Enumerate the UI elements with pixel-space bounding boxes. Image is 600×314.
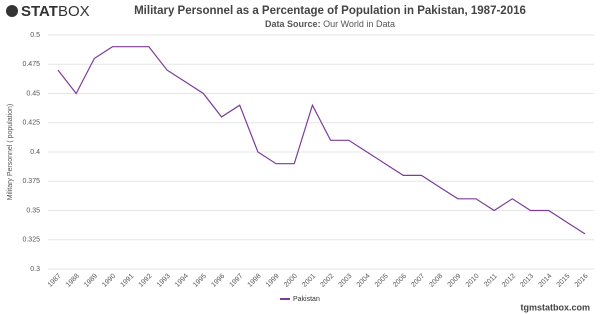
- y-tick-label: 0.475: [22, 61, 40, 68]
- x-tick-label: 2015: [556, 273, 572, 289]
- y-tick-label: 0.375: [22, 178, 40, 185]
- x-tick-label: 2005: [374, 273, 390, 289]
- x-tick-label: 1997: [228, 273, 244, 289]
- x-tick-label: 2004: [356, 273, 372, 289]
- x-tick-label: 2016: [574, 273, 590, 289]
- x-tick-label: 2006: [392, 273, 408, 289]
- logo-icon: [6, 5, 18, 17]
- y-tick-label: 0.3: [30, 266, 40, 273]
- x-tick-label: 2010: [465, 273, 481, 289]
- x-tick-label: 1998: [247, 273, 263, 289]
- y-tick-label: 0.35: [26, 207, 40, 214]
- line: [57, 46, 586, 235]
- x-tick-label: 2011: [483, 273, 499, 289]
- x-tick-label: 1996: [210, 273, 226, 289]
- svg-text:STATBOX: STATBOX: [21, 3, 90, 20]
- logo-text: BOX: [58, 3, 90, 20]
- x-tick-label: 2009: [447, 273, 463, 289]
- y-tick-label: 0.425: [22, 120, 40, 127]
- y-tick-label: 0.45: [26, 90, 40, 97]
- footer: tgmstatbox.com: [520, 302, 590, 312]
- x-tick-label: 1999: [265, 273, 281, 289]
- subtitle: Our World in Data: [323, 19, 395, 29]
- legend-label: Pakistan: [293, 296, 320, 303]
- x-tick-label: 2012: [501, 273, 517, 289]
- x-tick-label: 2002: [319, 273, 335, 289]
- y-tick-label: 0.325: [22, 237, 40, 244]
- x-tick-label: 2007: [410, 273, 426, 289]
- y-tick-label: 0.5: [30, 32, 40, 39]
- x-tick-label: 1994: [174, 273, 190, 289]
- x-tick-label: 2013: [519, 273, 535, 289]
- y-tick-label: 0.4: [30, 149, 40, 156]
- x-tick-label: 1991: [119, 273, 135, 289]
- x-tick-label: 1987: [47, 273, 63, 289]
- x-tick-label: 2000: [283, 273, 299, 289]
- x-tick-label: 1990: [101, 273, 117, 289]
- x-tick-label: 1992: [138, 273, 154, 289]
- logo: STATBOX: [6, 3, 90, 20]
- y-axis-label: Military Personnel ( population): [7, 104, 14, 201]
- logo-text: STAT: [21, 3, 58, 20]
- chart-title: Military Personnel as a Percentage of Po…: [134, 5, 526, 17]
- x-tick-label: 2001: [301, 273, 317, 289]
- x-tick-label: 1993: [156, 273, 172, 289]
- x-tick-label: 1988: [65, 273, 81, 289]
- x-tick-label: 2014: [537, 273, 553, 289]
- x-tick-label: 2003: [338, 273, 354, 289]
- x-tick-label: 1989: [83, 273, 99, 289]
- x-tick-label: 1995: [192, 273, 208, 289]
- subtitle-label: Data Source:: [265, 19, 321, 29]
- svg-text:Data Source: Our World in Data: Data Source: Our World in Data: [265, 19, 395, 29]
- x-tick-label: 2008: [428, 273, 444, 289]
